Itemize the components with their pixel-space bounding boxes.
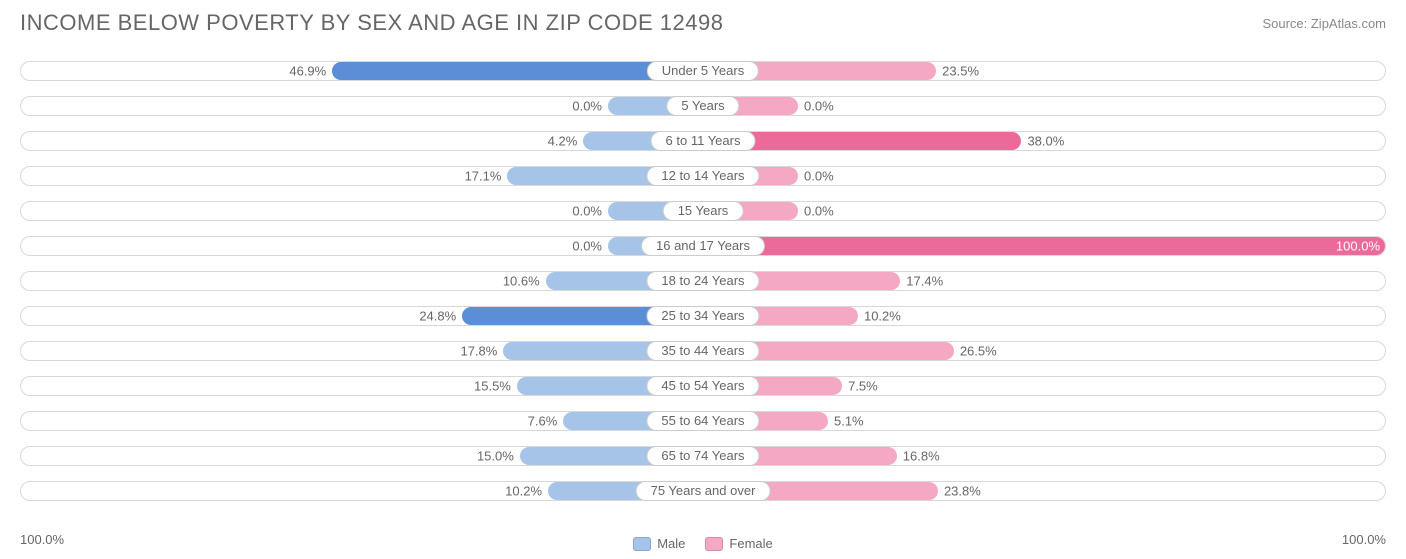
female-bar (703, 237, 1385, 255)
legend-male: Male (633, 536, 685, 551)
age-group-label: 35 to 44 Years (646, 341, 759, 361)
female-value: 23.5% (942, 64, 979, 79)
chart-row: 45 to 54 Years 15.5% 7.5% (20, 369, 1386, 403)
age-group-label: 75 Years and over (636, 481, 771, 501)
female-value: 26.5% (960, 344, 997, 359)
chart-row: 55 to 64 Years 7.6% 5.1% (20, 404, 1386, 438)
chart-footer: 100.0% Male Female 100.0% (0, 526, 1406, 551)
chart-row: 16 and 17 Years 0.0% 100.0% (20, 229, 1386, 263)
chart-row: 75 Years and over 10.2% 23.8% (20, 474, 1386, 508)
female-value: 5.1% (834, 414, 864, 429)
legend-female: Female (705, 536, 772, 551)
age-group-label: 16 and 17 Years (641, 236, 765, 256)
chart-area: Under 5 Years 46.9% 23.5% 5 Years 0.0% 0.0% 6 … (0, 54, 1406, 508)
female-value: 0.0% (804, 204, 834, 219)
age-group-label: Under 5 Years (647, 61, 759, 81)
female-value: 16.8% (903, 449, 940, 464)
female-value: 38.0% (1027, 134, 1064, 149)
swatch-female-icon (705, 537, 723, 551)
axis-labels: 100.0% Male Female 100.0% (0, 526, 1406, 551)
female-value: 0.0% (804, 169, 834, 184)
male-value: 0.0% (572, 239, 602, 254)
axis-right-label: 100.0% (1342, 532, 1386, 551)
male-value: 10.6% (503, 274, 540, 289)
legend: Male Female (633, 532, 773, 551)
age-group-label: 12 to 14 Years (646, 166, 759, 186)
chart-header: INCOME BELOW POVERTY BY SEX AND AGE IN Z… (0, 0, 1406, 54)
chart-row: 6 to 11 Years 4.2% 38.0% (20, 124, 1386, 158)
male-value: 7.6% (528, 414, 558, 429)
chart-row: 65 to 74 Years 15.0% 16.8% (20, 439, 1386, 473)
chart-row: Under 5 Years 46.9% 23.5% (20, 54, 1386, 88)
female-value: 7.5% (848, 379, 878, 394)
age-group-label: 18 to 24 Years (646, 271, 759, 291)
age-group-label: 45 to 54 Years (646, 376, 759, 396)
chart-row: 5 Years 0.0% 0.0% (20, 89, 1386, 123)
age-group-label: 65 to 74 Years (646, 446, 759, 466)
male-value: 10.2% (505, 484, 542, 499)
swatch-male-icon (633, 537, 651, 551)
male-value: 24.8% (419, 309, 456, 324)
age-group-label: 25 to 34 Years (646, 306, 759, 326)
legend-female-label: Female (729, 536, 772, 551)
age-group-label: 6 to 11 Years (651, 131, 756, 151)
male-value: 15.0% (477, 449, 514, 464)
legend-male-label: Male (657, 536, 685, 551)
male-value: 46.9% (289, 64, 326, 79)
chart-row: 18 to 24 Years 10.6% 17.4% (20, 264, 1386, 298)
male-value: 15.5% (474, 379, 511, 394)
age-group-label: 5 Years (666, 96, 739, 116)
age-group-label: 15 Years (663, 201, 744, 221)
female-value: 100.0% (1336, 239, 1380, 254)
chart-row: 12 to 14 Years 17.1% 0.0% (20, 159, 1386, 193)
chart-row: 35 to 44 Years 17.8% 26.5% (20, 334, 1386, 368)
male-value: 17.8% (460, 344, 497, 359)
axis-left-label: 100.0% (20, 532, 64, 551)
male-value: 0.0% (572, 99, 602, 114)
female-value: 10.2% (864, 309, 901, 324)
male-value: 4.2% (548, 134, 578, 149)
female-value: 23.8% (944, 484, 981, 499)
chart-row: 15 Years 0.0% 0.0% (20, 194, 1386, 228)
age-group-label: 55 to 64 Years (646, 411, 759, 431)
male-value: 17.1% (465, 169, 502, 184)
chart-title: INCOME BELOW POVERTY BY SEX AND AGE IN Z… (20, 10, 723, 36)
female-value: 0.0% (804, 99, 834, 114)
female-value: 17.4% (906, 274, 943, 289)
male-value: 0.0% (572, 204, 602, 219)
chart-source: Source: ZipAtlas.com (1262, 16, 1386, 31)
chart-row: 25 to 34 Years 24.8% 10.2% (20, 299, 1386, 333)
